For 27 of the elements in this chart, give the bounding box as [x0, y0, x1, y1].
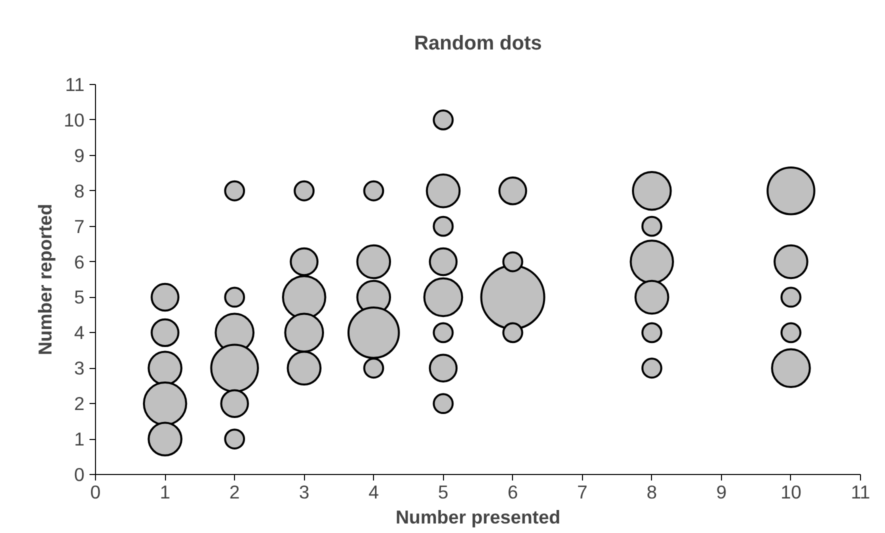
y-tick-label: 5 [74, 286, 85, 308]
x-tick-label: 2 [229, 482, 240, 502]
y-tick-label: 4 [74, 322, 85, 344]
y-tick-label: 9 [74, 144, 85, 166]
y-axis-title: Number reported [34, 204, 56, 356]
x-tick-label: 5 [438, 482, 448, 502]
x-tick-label: 8 [646, 482, 658, 502]
x-tick-label: 0 [90, 482, 101, 502]
x-axis-title: Number presented [396, 506, 560, 528]
chart-title: Random dots [414, 32, 542, 54]
y-tick-label: 11 [65, 74, 85, 95]
x-tick-label: 6 [508, 482, 518, 502]
x-tick-label: 11 [850, 482, 870, 502]
x-tick-label: 1 [160, 482, 170, 502]
y-tick-label: 1 [74, 428, 85, 450]
x-tick-label: 10 [780, 482, 802, 502]
x-tick-label: 7 [577, 482, 588, 502]
y-tick-label: 2 [74, 393, 85, 414]
x-tick-label: 3 [298, 482, 310, 502]
y-tick-label: 8 [74, 180, 85, 202]
x-tick-label: 4 [368, 482, 379, 502]
y-tick-label: 10 [64, 109, 85, 130]
y-tick-label: 6 [74, 251, 85, 272]
y-tick-label: 0 [74, 464, 85, 485]
y-tick-label: 7 [74, 216, 85, 237]
x-tick-label: 9 [716, 482, 727, 502]
y-tick-label: 3 [74, 358, 85, 379]
